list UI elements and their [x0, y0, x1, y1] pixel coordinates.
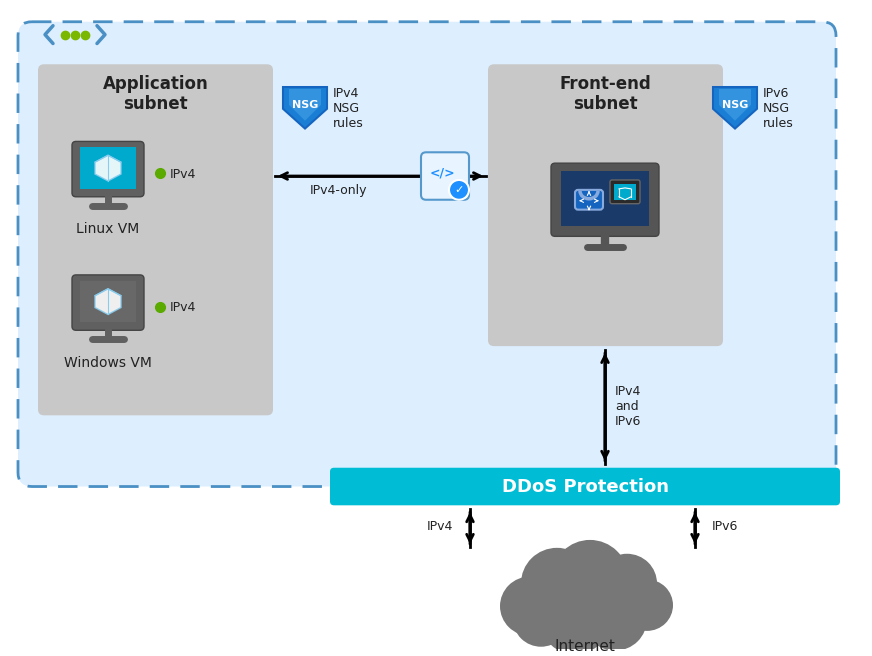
Circle shape: [552, 540, 628, 615]
Text: IPv4
NSG
rules: IPv4 NSG rules: [333, 87, 364, 130]
Polygon shape: [289, 89, 321, 121]
Text: IPv4-only: IPv4-only: [310, 184, 367, 197]
Circle shape: [449, 180, 469, 200]
Text: ✓: ✓: [454, 185, 464, 195]
Circle shape: [583, 587, 647, 651]
Text: IPv4: IPv4: [426, 520, 453, 533]
FancyBboxPatch shape: [72, 275, 144, 330]
FancyBboxPatch shape: [330, 468, 840, 505]
Text: Internet: Internet: [555, 639, 616, 654]
FancyBboxPatch shape: [551, 163, 659, 236]
FancyBboxPatch shape: [18, 22, 836, 487]
Text: IPv4: IPv4: [170, 301, 196, 314]
FancyBboxPatch shape: [610, 180, 640, 204]
Text: IPv6
NSG
rules: IPv6 NSG rules: [763, 87, 794, 130]
Text: NSG: NSG: [292, 100, 318, 110]
FancyBboxPatch shape: [421, 152, 469, 200]
Text: IPv4: IPv4: [170, 167, 196, 180]
Circle shape: [521, 548, 593, 619]
Text: Linux VM: Linux VM: [77, 222, 140, 237]
Text: Windows VM: Windows VM: [64, 356, 152, 370]
Text: Front-end
subnet: Front-end subnet: [560, 75, 651, 113]
Polygon shape: [95, 155, 121, 181]
FancyBboxPatch shape: [72, 142, 144, 197]
FancyBboxPatch shape: [575, 190, 603, 210]
FancyBboxPatch shape: [38, 64, 273, 415]
Polygon shape: [283, 87, 327, 129]
Text: DDoS Protection: DDoS Protection: [501, 478, 669, 495]
Text: IPv4
and
IPv6: IPv4 and IPv6: [615, 386, 642, 428]
FancyBboxPatch shape: [80, 148, 136, 189]
Text: Application
subnet: Application subnet: [103, 75, 208, 113]
Polygon shape: [95, 289, 121, 314]
FancyBboxPatch shape: [561, 171, 649, 226]
Circle shape: [513, 591, 569, 647]
Circle shape: [541, 587, 609, 655]
Circle shape: [500, 577, 560, 636]
FancyBboxPatch shape: [80, 281, 136, 322]
Circle shape: [597, 554, 657, 613]
Polygon shape: [719, 89, 751, 121]
Text: NSG: NSG: [722, 100, 748, 110]
Text: </>: </>: [429, 167, 455, 180]
FancyBboxPatch shape: [488, 64, 723, 346]
Polygon shape: [713, 87, 757, 129]
Circle shape: [621, 579, 673, 631]
Text: IPv6: IPv6: [712, 520, 739, 533]
FancyBboxPatch shape: [614, 184, 636, 200]
